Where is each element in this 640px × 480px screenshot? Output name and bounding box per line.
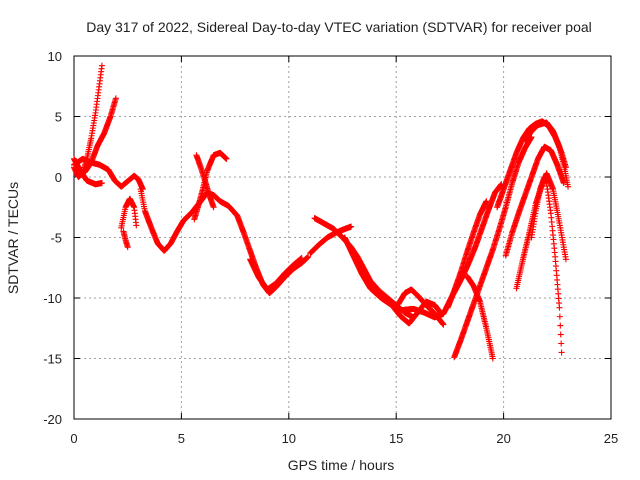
y-tick-label: 0 (55, 170, 62, 185)
series-pass-g (137, 186, 312, 297)
x-tick-label: 5 (178, 431, 185, 446)
series-pass-m (341, 234, 445, 327)
series-pass-f (120, 228, 131, 251)
y-tick-label: -5 (50, 231, 62, 246)
data-point (298, 255, 305, 262)
series-pass-v (528, 174, 565, 356)
y-tick-label: -10 (43, 291, 62, 306)
data-point (557, 331, 564, 338)
y-tick-label: -20 (43, 412, 62, 427)
y-tick-label: 10 (48, 49, 62, 64)
data-points (71, 62, 572, 362)
y-tick-label: -15 (43, 352, 62, 367)
y-axis-ticks: -20 -15 -10 -5 0 5 10 (43, 49, 611, 427)
data-point (560, 180, 567, 187)
x-axis-ticks: 0 5 10 15 20 25 (70, 56, 618, 446)
data-point (489, 355, 496, 362)
data-point (556, 313, 563, 320)
series-pass-i (193, 152, 217, 211)
data-point (112, 95, 119, 102)
data-point (98, 180, 105, 187)
x-axis-label: GPS time / hours (288, 457, 395, 473)
data-point (305, 253, 312, 260)
grid-lines (74, 56, 611, 419)
y-tick-label: 5 (55, 110, 62, 125)
data-point (210, 204, 217, 211)
series-pass-j (247, 255, 305, 293)
x-tick-label: 0 (70, 431, 77, 446)
data-point (558, 349, 565, 356)
data-point (557, 322, 564, 329)
series-pass-t (502, 143, 567, 259)
series-pass-w (522, 119, 572, 190)
series-pass-p (444, 198, 490, 311)
x-tick-label: 10 (282, 431, 296, 446)
series-pass-d (71, 155, 146, 193)
series-pass-e (118, 195, 140, 231)
data-point (98, 62, 105, 69)
data-point (558, 340, 565, 347)
data-point (556, 304, 563, 311)
series-pass-r (464, 273, 496, 362)
series-pass-k (307, 223, 355, 257)
data-point (565, 183, 572, 190)
data-point (124, 244, 131, 251)
data-point (440, 321, 447, 328)
series-pass-c (81, 95, 119, 176)
x-tick-label: 25 (604, 431, 618, 446)
data-point (348, 223, 355, 230)
series-pass-q (451, 134, 535, 361)
chart-title: Day 317 of 2022, Sidereal Day-to-day VTE… (86, 19, 592, 35)
x-tick-label: 20 (496, 431, 510, 446)
x-tick-label: 15 (389, 431, 403, 446)
data-point (223, 155, 230, 162)
data-point (562, 256, 569, 263)
data-point (483, 198, 490, 205)
data-point (133, 222, 140, 229)
y-axis-label: SDTVAR / TECUs (5, 182, 21, 294)
